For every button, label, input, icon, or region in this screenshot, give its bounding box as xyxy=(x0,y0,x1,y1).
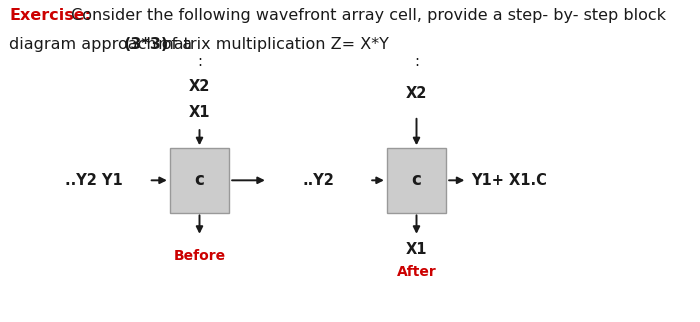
Text: matrix multiplication Z= X*Y: matrix multiplication Z= X*Y xyxy=(153,37,389,52)
Text: :: : xyxy=(414,54,419,69)
Text: After: After xyxy=(397,265,436,279)
Bar xyxy=(169,148,229,213)
Text: X2: X2 xyxy=(189,80,210,94)
Text: Consider the following wavefront array cell, provide a step- by- step block: Consider the following wavefront array c… xyxy=(66,8,666,23)
Text: X2: X2 xyxy=(406,86,427,101)
Bar xyxy=(386,148,447,213)
Text: (3*3): (3*3) xyxy=(123,37,168,52)
Text: c: c xyxy=(195,171,204,189)
Text: c: c xyxy=(412,171,421,189)
Text: X1: X1 xyxy=(189,105,210,120)
Text: :: : xyxy=(197,54,202,69)
Text: Exercise:: Exercise: xyxy=(9,8,91,23)
Text: X1: X1 xyxy=(406,242,427,257)
Text: diagram approach of a: diagram approach of a xyxy=(9,37,197,52)
Text: Before: Before xyxy=(174,249,225,263)
Text: ..Y2 Y1: ..Y2 Y1 xyxy=(64,173,122,188)
Text: Y1+ X1.C: Y1+ X1.C xyxy=(470,173,547,188)
Text: ..Y2: ..Y2 xyxy=(302,173,335,188)
